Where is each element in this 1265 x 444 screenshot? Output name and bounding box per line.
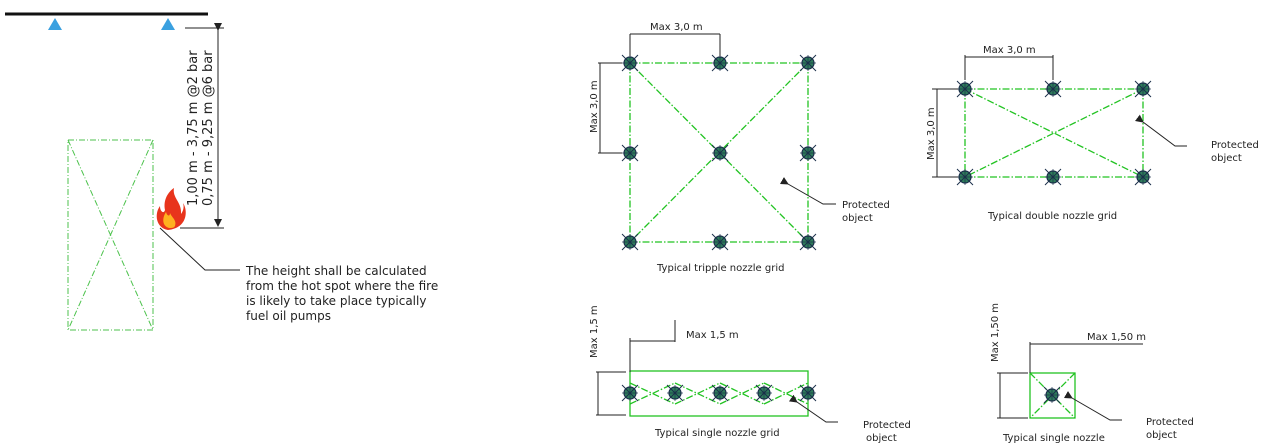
fire-icon <box>156 188 186 230</box>
nozzle-icon <box>956 80 974 98</box>
grid-caption: Typical single nozzle <box>1002 433 1105 444</box>
height-dimension-label: Max 3,0 m <box>926 107 937 160</box>
sprinkler-head-icon <box>48 18 62 30</box>
nozzle-icon <box>1043 386 1061 404</box>
note-leader <box>159 227 240 271</box>
nozzle-icon <box>621 384 639 402</box>
equipment-outline <box>67 139 154 331</box>
grid-line <box>719 382 765 405</box>
height-dimension-label: Max 1,50 m <box>990 303 1001 362</box>
nozzle-icon <box>1044 80 1062 98</box>
grid-line <box>674 382 721 405</box>
grid-caption: Typical single nozzle grid <box>654 428 780 439</box>
height-note-line: is likely to take place typically <box>246 294 426 308</box>
protected-object-label: Protected <box>863 420 911 431</box>
grid-line <box>964 88 1144 178</box>
nozzle-icon <box>799 233 817 251</box>
side-view: 1,00 m - 3,75 m @2 bar 0,75 m - 9,25 m @… <box>5 12 438 331</box>
nozzle-icon <box>1134 168 1152 186</box>
nozzle-icon <box>956 168 974 186</box>
protected-object-leader <box>1063 391 1122 421</box>
triple-nozzle-grid: Max 3,0 m Max 3,0 m Protected object Typ… <box>589 22 890 274</box>
nozzle-icon <box>711 144 729 162</box>
height-range-2bar: 1,00 m - 3,75 m @2 bar <box>186 50 201 206</box>
nozzle-icon <box>621 144 639 162</box>
nozzle-icon <box>799 54 817 72</box>
nozzle-icon <box>799 384 817 402</box>
width-dimension-label: Max 1,5 m <box>686 330 739 341</box>
protected-object-label: Protected <box>1211 140 1259 151</box>
protected-object-leader <box>779 177 836 205</box>
nozzles <box>621 54 817 251</box>
grid-caption: Typical double nozzle grid <box>987 211 1117 222</box>
nozzle-icon <box>621 54 639 72</box>
single-nozzle-grid: Max 1,5 m Max 1,5 m Protected object Typ… <box>589 305 911 444</box>
nozzle-icon <box>711 54 729 72</box>
single-nozzle: Max 1,50 m Max 1,50 m Protected object T… <box>990 303 1194 444</box>
nozzles <box>1043 386 1061 404</box>
nozzle-icon <box>1044 168 1062 186</box>
double-nozzle-grid: Max 3,0 m Max 3,0 m Protected object Typ… <box>926 45 1259 222</box>
nozzle-icon <box>755 384 773 402</box>
nozzle-icon <box>711 384 729 402</box>
height-dimension-label: Max 1,5 m <box>589 305 600 358</box>
width-dimension-label: Max 1,50 m <box>1087 332 1146 343</box>
grid-line <box>629 382 676 405</box>
grid-lines <box>964 88 1144 178</box>
protected-object-label: object <box>1211 153 1242 164</box>
nozzles <box>621 384 817 402</box>
height-dimension-label: Max 3,0 m <box>589 80 600 133</box>
nozzle-icon <box>711 233 729 251</box>
protected-object-leader <box>788 394 838 423</box>
protected-object-label: Protected <box>842 200 890 211</box>
nozzle-icon <box>799 144 817 162</box>
nozzle-icon <box>621 233 639 251</box>
sprinkler-head-icon <box>161 18 175 30</box>
equipment-diagonal <box>67 139 154 331</box>
nozzle-icon <box>1134 80 1152 98</box>
protected-object-label: object <box>1146 430 1177 441</box>
protected-object-label: object <box>842 213 873 224</box>
nozzle-icon <box>666 384 684 402</box>
protected-object-leader <box>1135 114 1187 147</box>
height-note-line: from the hot spot where the fire <box>246 279 438 293</box>
nozzles <box>956 80 1152 186</box>
grid-line <box>964 88 1144 178</box>
height-note-line: fuel oil pumps <box>246 309 331 323</box>
width-dimension-label: Max 3,0 m <box>650 22 703 33</box>
width-dimension-label: Max 3,0 m <box>983 45 1036 56</box>
grid-line <box>763 382 809 405</box>
protected-object-outline <box>1029 372 1076 419</box>
height-range-6bar: 0,75 m - 9,25 m @6 bar <box>201 50 216 206</box>
protected-object-label: Protected <box>1146 417 1194 428</box>
height-note-line: The height shall be calculated <box>245 264 427 278</box>
grid-caption: Typical tripple nozzle grid <box>656 263 784 274</box>
protected-object-label: object <box>866 433 897 444</box>
